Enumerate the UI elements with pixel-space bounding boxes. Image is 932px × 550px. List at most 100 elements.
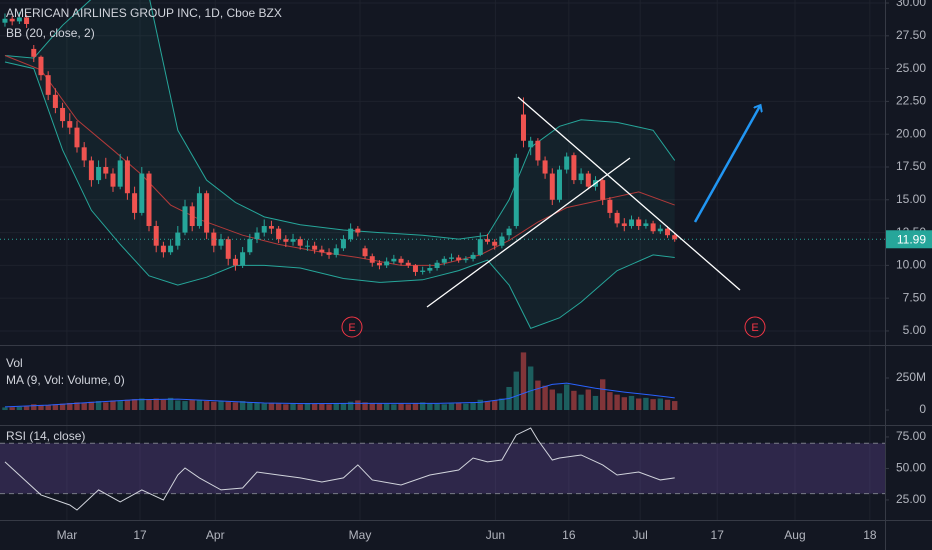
earnings-marker <box>744 316 766 338</box>
candle-body <box>211 232 217 246</box>
volume-bar <box>110 400 116 411</box>
candle-body <box>340 239 346 249</box>
volume-bar <box>247 402 253 411</box>
y-tick-label: 75.00 <box>896 429 926 443</box>
candle-body <box>52 94 58 108</box>
volume-bar <box>527 366 534 411</box>
y-tick-label: 25.00 <box>896 61 926 75</box>
candle-body <box>38 56 44 76</box>
x-tick-label: Mar <box>57 528 78 542</box>
volume-bar <box>513 371 519 411</box>
candle-body <box>297 239 303 246</box>
volume-bar <box>103 402 109 411</box>
candle-body <box>268 226 274 229</box>
volume-bar <box>218 401 224 411</box>
y-tick-label: 250M <box>896 370 926 384</box>
volume-pane <box>2 352 678 411</box>
y-tick-label: 15.00 <box>896 192 926 206</box>
volume-bar <box>38 404 44 411</box>
x-tick-label: Apr <box>206 528 225 542</box>
volume-bar <box>578 394 584 411</box>
volume-bar <box>369 402 375 411</box>
candle-body <box>319 249 325 253</box>
candle-body <box>643 223 649 227</box>
volume-bar <box>167 397 174 411</box>
candle-body <box>564 156 570 170</box>
volume-bar <box>542 385 548 411</box>
volume-bar <box>225 401 231 411</box>
volume-bar <box>16 406 23 411</box>
candle-body <box>290 239 296 242</box>
chart-title: AMERICAN AIRLINES GROUP INC, 1D, Cboe BZ… <box>6 6 282 20</box>
volume-bar <box>448 403 455 411</box>
volume-bar <box>563 384 570 411</box>
candle-body <box>434 262 440 268</box>
candle-body <box>189 206 195 227</box>
volume-bar <box>621 397 628 411</box>
volume-bar <box>290 403 296 411</box>
volume-bar <box>419 402 426 411</box>
candle-body <box>333 248 339 255</box>
candle-body <box>74 127 80 148</box>
candle-body <box>513 157 519 227</box>
volume-bar <box>362 402 368 411</box>
price-pane <box>2 0 678 329</box>
volume-bar <box>9 407 15 411</box>
candle-body <box>506 228 512 236</box>
candle-body <box>470 254 476 259</box>
volume-bar <box>297 404 303 411</box>
volume-bar <box>45 405 51 411</box>
volume-bar <box>549 389 555 411</box>
volume-bar <box>412 402 419 411</box>
candle-body <box>571 155 577 181</box>
candle-body <box>556 169 562 200</box>
volume-bar <box>628 395 635 411</box>
candle-body <box>420 270 426 272</box>
candle-body <box>549 173 555 200</box>
volume-bar <box>52 404 59 411</box>
volume-bar <box>254 402 260 411</box>
candle-body <box>520 114 526 141</box>
candle-body <box>362 248 368 257</box>
y-tick-label: 20.00 <box>896 126 926 140</box>
volume-bar <box>261 403 267 411</box>
volume-bar <box>592 395 599 411</box>
volume-bar <box>643 397 649 411</box>
candle-body <box>369 256 375 263</box>
volume-bar <box>74 402 80 411</box>
band-line <box>4 61 675 329</box>
earnings-label: E <box>751 322 758 334</box>
x-tick-label: Aug <box>784 528 805 542</box>
candle-body <box>376 262 382 266</box>
candle-body <box>441 258 447 263</box>
indicator-label: MA (9, Vol: Volume, 0) <box>6 373 125 387</box>
candle-body <box>528 140 534 148</box>
candle-body <box>225 239 231 259</box>
volume-bar <box>340 402 347 411</box>
x-tick-label: 18 <box>863 528 877 542</box>
y-tick-label: 17.50 <box>896 159 926 173</box>
volume-bar <box>650 399 656 411</box>
volume-bar <box>88 401 95 411</box>
y-tick-label: 0 <box>919 402 926 416</box>
volume-bar <box>139 398 145 411</box>
volume-bar <box>124 399 131 411</box>
candle-body <box>261 226 267 233</box>
candle-body <box>427 267 433 271</box>
candle-body <box>254 232 260 240</box>
candle-body <box>103 166 109 174</box>
y-tick-label: 5.00 <box>903 323 927 337</box>
volume-bar <box>304 402 311 411</box>
volume-bar <box>556 393 563 411</box>
candle-body <box>240 252 246 266</box>
y-tick-label: 25.00 <box>896 492 926 506</box>
candle-body <box>132 193 138 213</box>
volume-bar <box>599 379 606 411</box>
volume-bar <box>175 400 181 411</box>
candle-body <box>124 160 130 194</box>
x-tick-label: 17 <box>711 528 725 542</box>
candle-body <box>16 17 22 22</box>
volume-bar <box>333 403 339 411</box>
earnings-marker <box>341 316 363 338</box>
